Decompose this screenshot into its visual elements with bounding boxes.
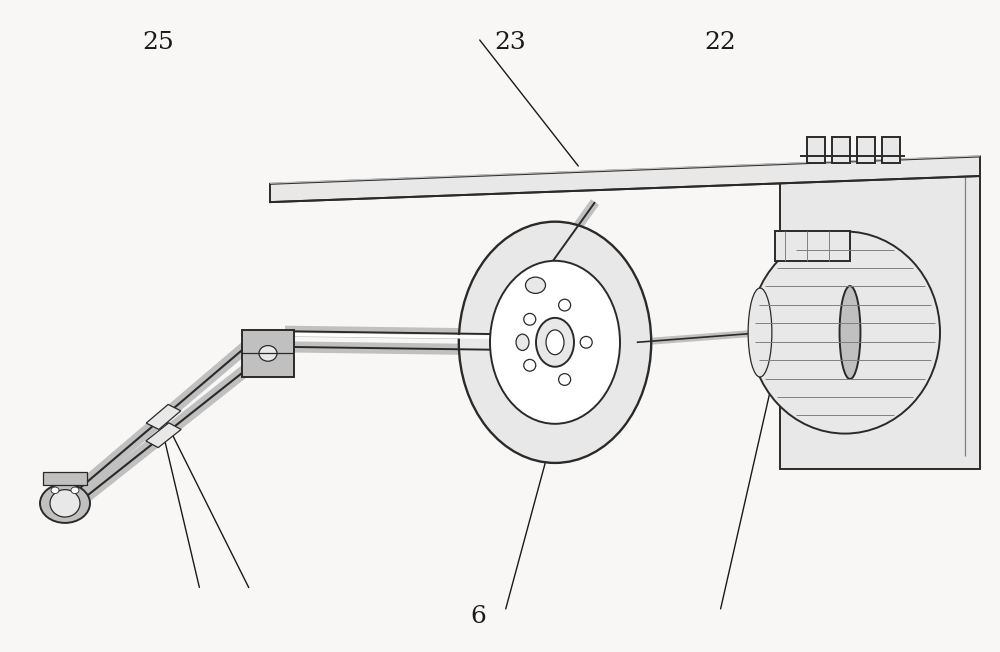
- Bar: [882, 137, 900, 163]
- Ellipse shape: [526, 277, 546, 293]
- Ellipse shape: [536, 318, 574, 366]
- Polygon shape: [146, 423, 181, 447]
- Ellipse shape: [840, 286, 860, 379]
- Ellipse shape: [516, 334, 529, 351]
- Bar: [807, 137, 825, 163]
- Ellipse shape: [459, 222, 651, 463]
- Ellipse shape: [51, 487, 59, 494]
- Ellipse shape: [748, 288, 772, 377]
- Bar: [857, 137, 875, 163]
- Ellipse shape: [546, 330, 564, 355]
- Ellipse shape: [259, 346, 277, 361]
- Polygon shape: [43, 472, 87, 485]
- Ellipse shape: [750, 231, 940, 434]
- Polygon shape: [780, 176, 980, 469]
- Polygon shape: [270, 156, 980, 202]
- Ellipse shape: [559, 374, 571, 385]
- Ellipse shape: [524, 314, 536, 325]
- Polygon shape: [146, 404, 181, 430]
- Text: 23: 23: [494, 31, 526, 54]
- Bar: [832, 137, 850, 163]
- Bar: [242, 330, 294, 377]
- Text: 25: 25: [142, 31, 174, 54]
- Ellipse shape: [524, 359, 536, 371]
- Ellipse shape: [490, 261, 620, 424]
- Ellipse shape: [40, 484, 90, 523]
- Ellipse shape: [50, 490, 80, 517]
- Bar: [775, 231, 850, 261]
- Text: 6: 6: [470, 604, 486, 628]
- Ellipse shape: [71, 487, 79, 494]
- Text: 22: 22: [704, 31, 736, 54]
- Ellipse shape: [580, 336, 592, 348]
- Polygon shape: [270, 155, 980, 184]
- Ellipse shape: [559, 299, 571, 311]
